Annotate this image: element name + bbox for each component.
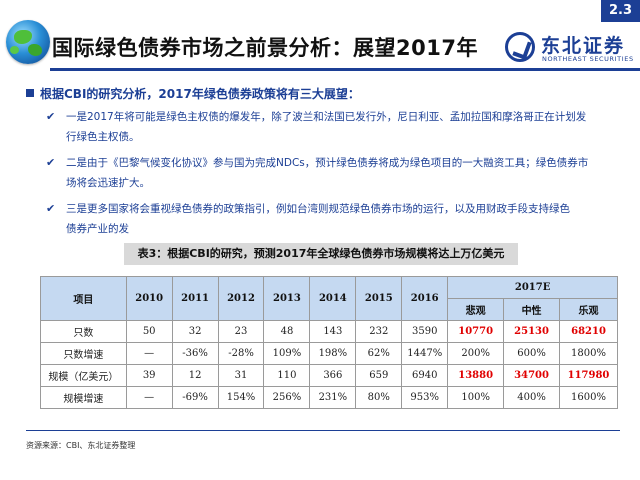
row-label: 只数增速 [40, 342, 127, 365]
table-cell: 1447% [401, 342, 449, 365]
table-cell: 953% [401, 386, 449, 409]
outlook-item-2: ✔ 二是由于《巴黎气候变化协议》参与国为完成NDCs，预计绿色债券将成为绿色项目… [46, 153, 626, 193]
table-cell: — [125, 342, 173, 365]
table-row: 规模增速 — -69% 154% 256% 231% 80% 953% 100%… [40, 386, 618, 409]
outlook-item-3-line2: 债券产业的发 [66, 223, 129, 235]
table-cell: 23 [217, 320, 265, 343]
header-scenario: 乐观 [559, 298, 618, 321]
table-cell: 12 [171, 364, 219, 387]
source-note: 资源来源：CBI、东北证券整理 [26, 441, 136, 450]
table-cell: 3590 [401, 320, 449, 343]
check-icon: ✔ [46, 202, 56, 215]
forecast-cell: 13880 [447, 364, 505, 387]
header-forecast: 2017E [447, 276, 618, 299]
outlook-item-2-line1: 二是由于《巴黎气候变化协议》参与国为完成NDCs，预计绿色债券将成为绿色项目的一… [66, 157, 589, 169]
header-year: 2010 [125, 276, 173, 321]
footer-divider [26, 430, 620, 431]
table-cell: 39 [125, 364, 173, 387]
table-cell: 62% [355, 342, 403, 365]
forecast-cell: 1800% [559, 342, 618, 365]
table-cell: — [125, 386, 173, 409]
check-icon: ✔ [46, 110, 56, 123]
header-year: 2011 [171, 276, 219, 321]
row-label: 规模增速 [40, 386, 127, 409]
table-cell: -36% [171, 342, 219, 365]
table-cell: 232 [355, 320, 403, 343]
forecast-cell: 34700 [503, 364, 561, 387]
table-cell: 31 [217, 364, 265, 387]
outlook-item-3-line1: 三是更多国家将会重视绿色债券的政策指引，例如台湾则规范绿色债券市场的运行，以及用… [66, 203, 570, 215]
header-divider [50, 68, 640, 71]
header-year: 2012 [217, 276, 265, 321]
forecast-cell: 25130 [503, 320, 561, 343]
outlook-item-1: ✔ 一是2017年将可能是绿色主权债的爆发年，除了波兰和法国已发行外，尼日利亚、… [46, 107, 626, 147]
logo-text-cn: 东北证券 [541, 35, 626, 57]
table-cell: -28% [217, 342, 265, 365]
check-icon: ✔ [46, 156, 56, 169]
logo-text-en: NORTHEAST SECURITIES [542, 55, 634, 63]
table-cell: 659 [355, 364, 403, 387]
logo-mark-icon [505, 32, 535, 62]
table-cell: 48 [263, 320, 311, 343]
outlook-item-1-line1: 一是2017年将可能是绿色主权债的爆发年，除了波兰和法国已发行外，尼日利亚、孟加… [66, 111, 587, 123]
row-label: 规模（亿美元） [40, 364, 127, 387]
table-cell: 109% [263, 342, 311, 365]
forecast-cell: 200% [447, 342, 505, 365]
table-cell: 110 [263, 364, 311, 387]
forecast-cell: 117980 [559, 364, 618, 387]
bond-market-table: 项目 2010 2011 2012 2013 2014 2015 2016 20… [40, 276, 618, 409]
company-logo: 东北证券 NORTHEAST SECURITIES [505, 30, 637, 66]
globe-icon [6, 20, 50, 64]
intro-text: 根据CBI的研究分析，2017年绿色债券政策将有三大展望： [40, 87, 360, 101]
table-cell: 6940 [401, 364, 449, 387]
table-cell: 198% [309, 342, 357, 365]
header-year: 2014 [309, 276, 357, 321]
row-label: 只数 [40, 320, 127, 343]
table-row: 只数增速 — -36% -28% 109% 198% 62% 1447% 200… [40, 342, 618, 365]
forecast-cell: 400% [503, 386, 561, 409]
table-cell: 143 [309, 320, 357, 343]
table-row: 规模（亿美元） 39 12 31 110 366 659 6940 13880 … [40, 364, 618, 387]
outlook-item-2-line2: 场将会迅速扩大。 [66, 177, 150, 189]
table-cell: 256% [263, 386, 311, 409]
forecast-cell: 600% [503, 342, 561, 365]
forecast-cell: 100% [447, 386, 505, 409]
header-item: 项目 [40, 276, 127, 321]
table-caption: 表3：根据CBI的研究，预测2017年全球绿色债券市场规模将达上万亿美元 [124, 243, 518, 265]
table-cell: 154% [217, 386, 265, 409]
header-scenario: 悲观 [447, 298, 505, 321]
forecast-cell: 10770 [447, 320, 505, 343]
table-cell: 32 [171, 320, 219, 343]
page-title: 国际绿色债券市场之前景分析：展望2017年 [52, 36, 478, 60]
table-row: 只数 50 32 23 48 143 232 3590 10770 25130 … [40, 320, 618, 343]
outlook-item-3: ✔ 三是更多国家将会重视绿色债券的政策指引，例如台湾则规范绿色债券市场的运行，以… [46, 199, 626, 239]
table-cell: -69% [171, 386, 219, 409]
outlook-item-1-line2: 行绿色主权债。 [66, 131, 140, 143]
header-year: 2016 [401, 276, 449, 321]
forecast-cell: 1600% [559, 386, 618, 409]
forecast-cell: 68210 [559, 320, 618, 343]
header-year: 2013 [263, 276, 311, 321]
intro-heading: 根据CBI的研究分析，2017年绿色债券政策将有三大展望： [26, 85, 360, 102]
header-scenario: 中性 [503, 298, 561, 321]
square-bullet-icon [26, 89, 34, 97]
header-year: 2015 [355, 276, 403, 321]
table-cell: 231% [309, 386, 357, 409]
section-badge: 2.3 [601, 0, 640, 22]
table-cell: 80% [355, 386, 403, 409]
table-cell: 50 [125, 320, 173, 343]
table-cell: 366 [309, 364, 357, 387]
